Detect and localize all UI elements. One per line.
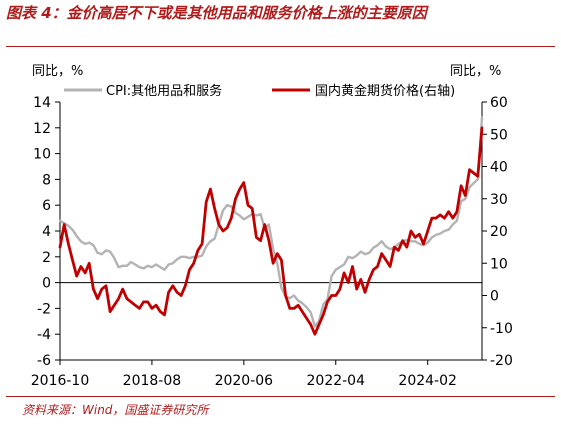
- figure-title: 图表 4：金价高居不下或是其他用品和服务价格上涨的主要原因: [6, 4, 427, 22]
- source-note: 资料来源：Wind，国盛证券研究所: [22, 403, 209, 417]
- left-y-tick-label: 12: [33, 121, 51, 137]
- x-tick-label: 2024-02: [398, 373, 457, 389]
- left-y-tick-label: -4: [37, 327, 51, 343]
- x-tick-label: 2018-08: [123, 373, 182, 389]
- left-y-tick-label: 10: [33, 147, 51, 163]
- left-y-tick-label: 0: [42, 276, 51, 292]
- x-tick-label: 2020-06: [215, 373, 274, 389]
- title-divider: [6, 46, 555, 47]
- right-y-tick-label: 30: [490, 192, 508, 208]
- legend: CPI:其他用品和服务 国内黄金期货价格(右轴): [64, 83, 455, 99]
- series-line-cpi-other-goods-services: [58, 116, 484, 328]
- right-y-tick-label: 50: [490, 127, 508, 143]
- right-y-tick-label: 0: [490, 289, 499, 305]
- left-y-tick-label: -2: [37, 301, 51, 317]
- x-tick-label: 2016-10: [31, 373, 90, 389]
- right-y-tick-label: 40: [490, 160, 508, 176]
- right-y-tick-label: -10: [490, 321, 513, 337]
- x-tick-label: 2022-04: [307, 373, 366, 389]
- left-axis-unit: 同比，%: [32, 64, 83, 79]
- series-lines: [58, 116, 484, 336]
- axes: -6-4-202468101214-20-1001020304050602016…: [31, 95, 513, 389]
- source-divider: [6, 396, 555, 397]
- left-y-tick-label: -6: [37, 353, 51, 369]
- series-line-domestic-gold-futures: [58, 126, 484, 336]
- line-chart: 同比，% 同比，% CPI:其他用品和服务 国内黄金期货价格(右轴) -6 -4 -…: [31, 64, 513, 389]
- right-y-tick-label: -20: [490, 353, 513, 369]
- right-y-tick-label: 10: [490, 256, 508, 272]
- left-y-tick-label: 6: [42, 198, 51, 214]
- legend-label-gold: 国内黄金期货价格(右轴): [315, 83, 455, 99]
- left-y-tick-label: 2: [42, 250, 51, 266]
- left-y-tick-label: 14: [33, 95, 51, 111]
- right-axis-unit: 同比，%: [450, 64, 501, 79]
- right-y-tick-label: 60: [490, 95, 508, 111]
- left-y-tick-label: 4: [42, 224, 51, 240]
- legend-label-cpi: CPI:其他用品和服务: [106, 83, 222, 99]
- right-y-tick-label: 20: [490, 224, 508, 240]
- left-y-tick-label: 8: [42, 172, 51, 188]
